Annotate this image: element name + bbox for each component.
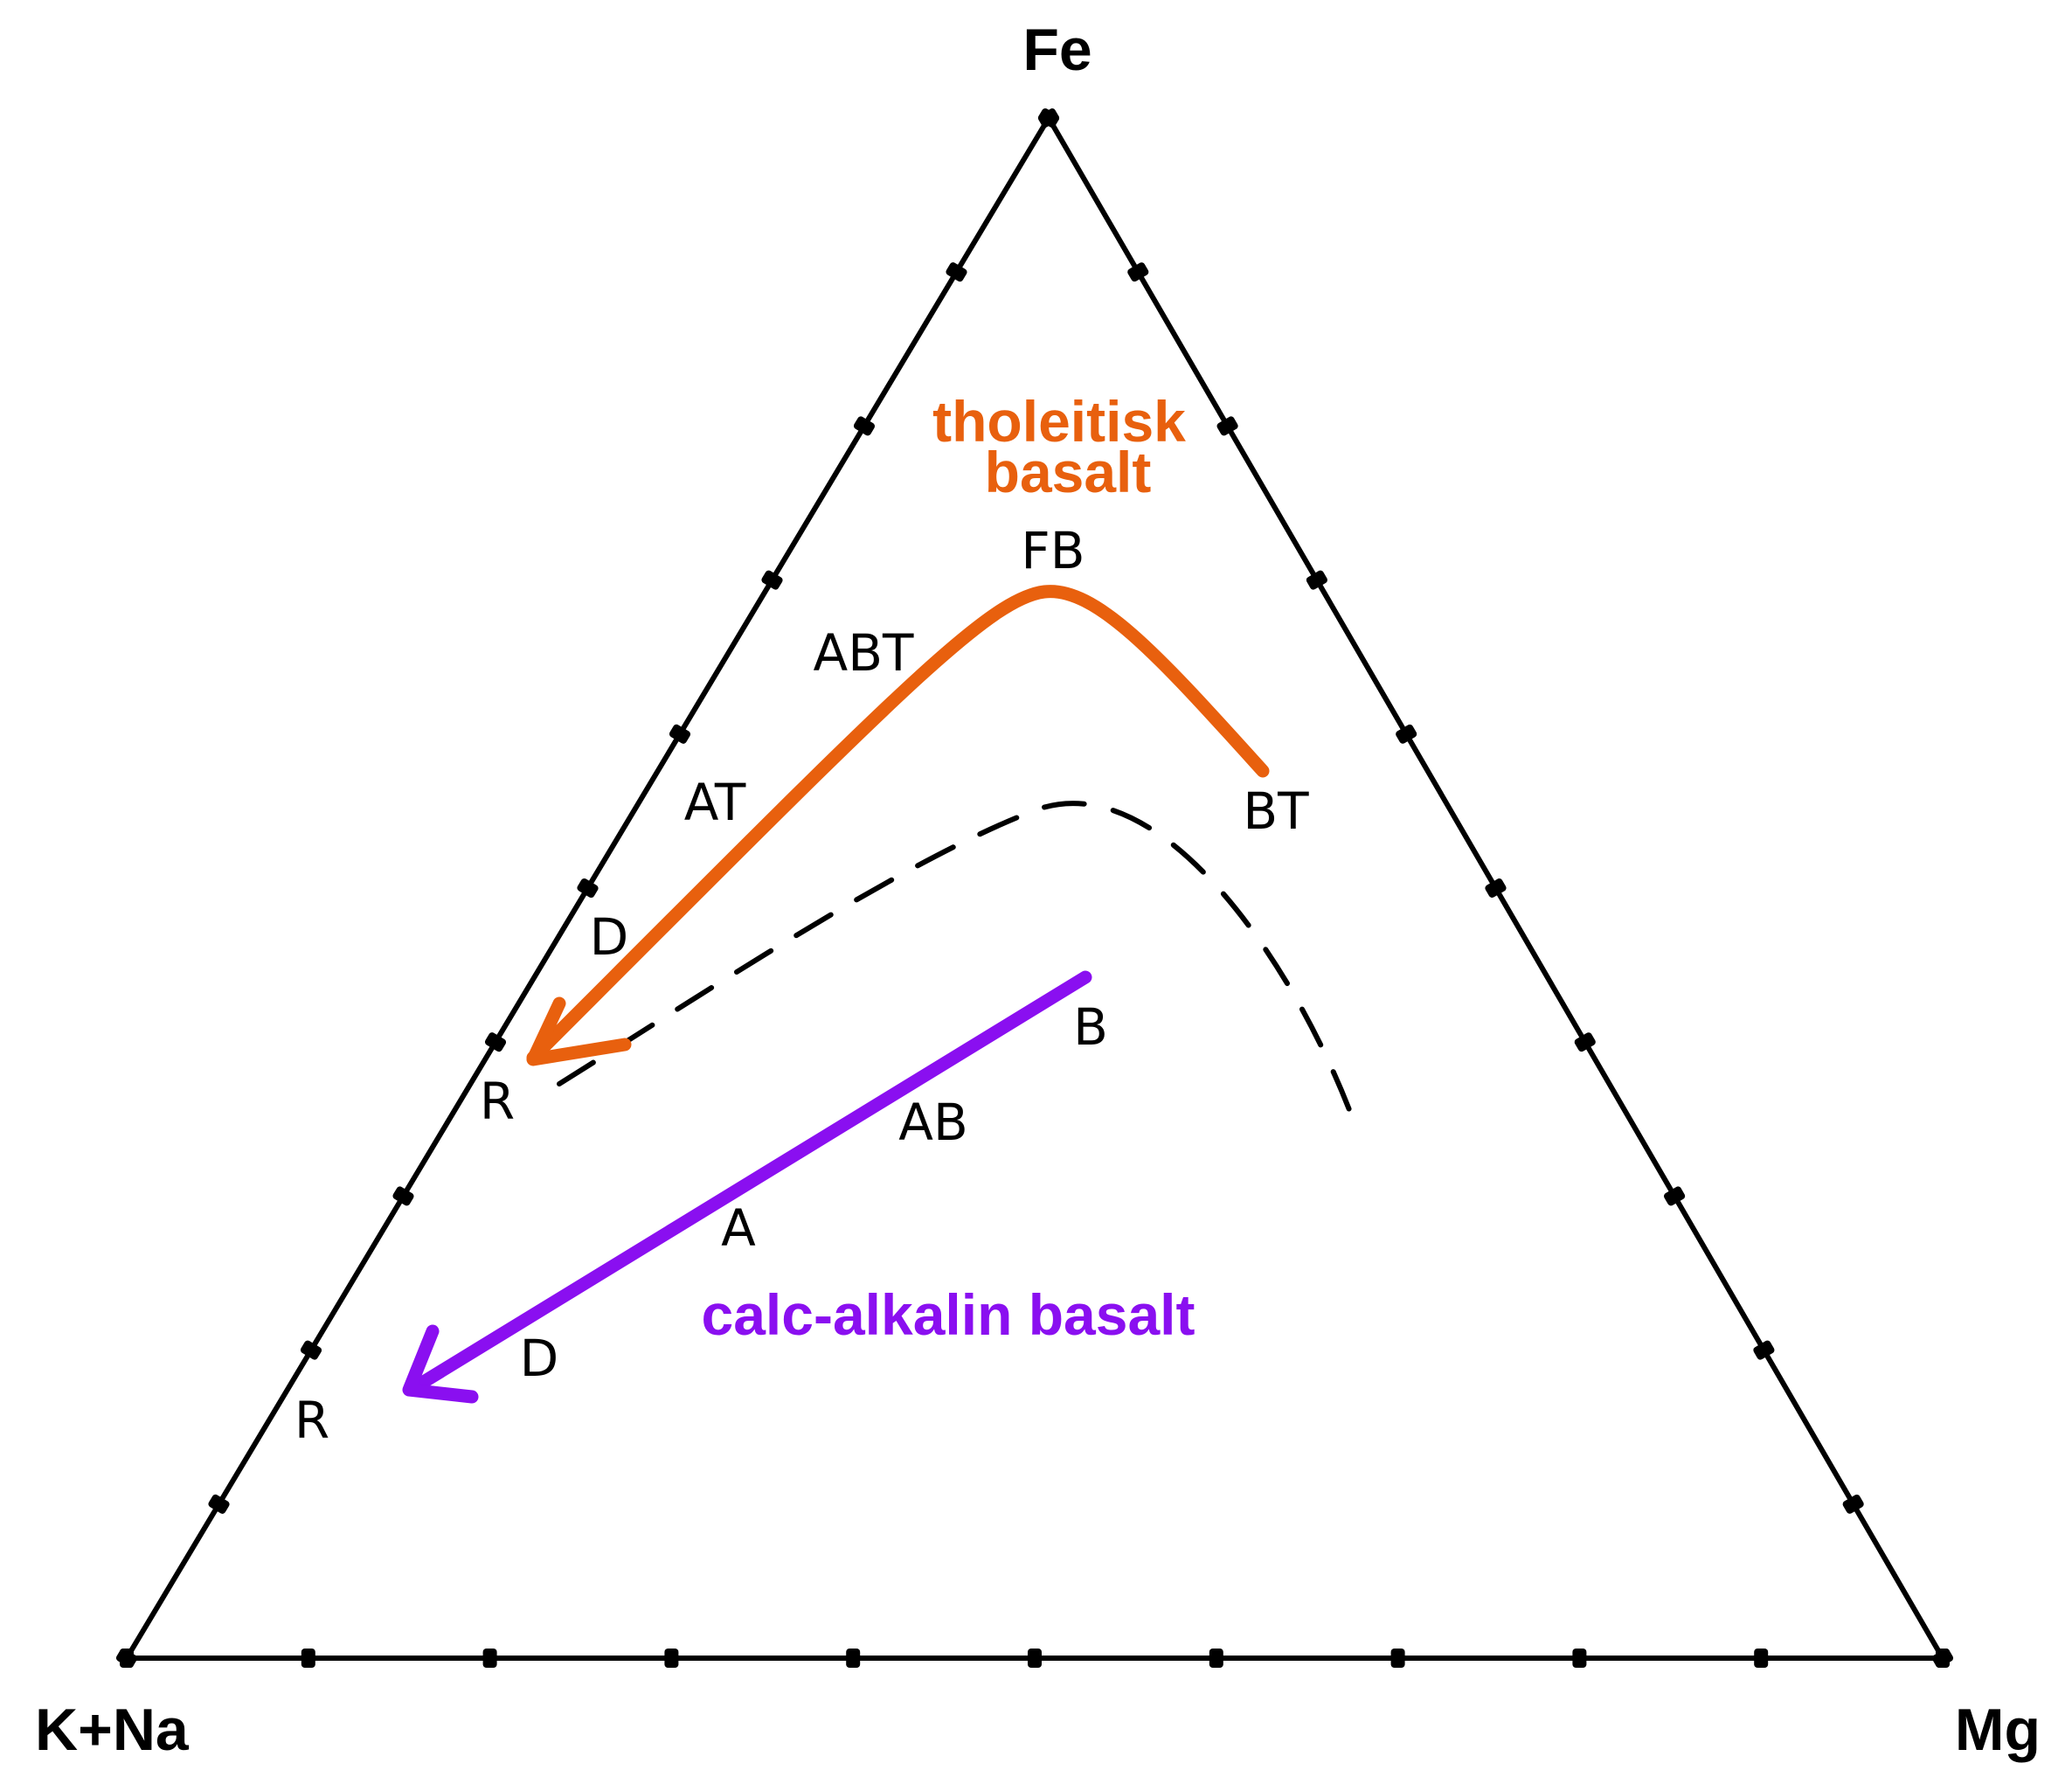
tick-bottom-4 bbox=[846, 1649, 861, 1668]
tick-right-0 bbox=[1037, 108, 1060, 128]
label-abt: ABT bbox=[814, 623, 914, 683]
label-d-calc-alkaline: D bbox=[520, 1329, 559, 1388]
tick-left-6 bbox=[484, 1032, 507, 1052]
calc-alkaline-title: calc-alkalin basalt bbox=[702, 1282, 1195, 1347]
tick-right-3 bbox=[1306, 570, 1327, 590]
tick-bottom-0 bbox=[120, 1649, 134, 1668]
label-r-calc-alkaline: R bbox=[295, 1391, 329, 1450]
label-bt: BT bbox=[1243, 781, 1309, 841]
label-ab: AB bbox=[898, 1093, 967, 1152]
tick-left-3 bbox=[761, 570, 783, 590]
tick-right-5 bbox=[1485, 878, 1507, 898]
tick-right-2 bbox=[1216, 416, 1238, 436]
tick-right-7 bbox=[1664, 1186, 1686, 1206]
label-d-tholeiitic: D bbox=[590, 907, 629, 967]
tick-left-7 bbox=[392, 1186, 414, 1206]
tick-bottom-5 bbox=[1028, 1649, 1042, 1668]
tick-right-6 bbox=[1574, 1032, 1596, 1052]
vertex-label-k-na: K+Na bbox=[35, 1697, 190, 1763]
tick-bottom-2 bbox=[482, 1649, 497, 1668]
calc-alkaline-arrowhead bbox=[402, 1324, 479, 1404]
tick-left-9 bbox=[208, 1494, 230, 1514]
tick-left-5 bbox=[577, 878, 599, 899]
tholeiitic-calc-alkaline-boundary bbox=[557, 801, 1355, 1121]
tick-right-9 bbox=[1842, 1494, 1864, 1514]
tholeiitic-trend-line bbox=[526, 585, 1270, 1065]
tick-right-1 bbox=[1127, 262, 1149, 282]
label-b: B bbox=[1073, 997, 1108, 1057]
tick-left-1 bbox=[946, 262, 967, 282]
vertex-label-mg: Mg bbox=[1955, 1697, 2041, 1763]
tick-right-8 bbox=[1753, 1340, 1775, 1360]
tick-bottom-3 bbox=[664, 1649, 679, 1668]
tick-right-4 bbox=[1396, 724, 1417, 744]
tick-bottom-8 bbox=[1572, 1649, 1587, 1668]
tick-left-8 bbox=[300, 1340, 322, 1360]
tick-left-4 bbox=[669, 724, 691, 744]
label-a: A bbox=[721, 1198, 756, 1258]
tholeiitic-title-line2: basalt bbox=[985, 440, 1152, 504]
tholeiitic-arrowhead bbox=[526, 996, 632, 1066]
tick-bottom-1 bbox=[301, 1649, 315, 1668]
tick-bottom-7 bbox=[1390, 1649, 1405, 1668]
label-fb: FB bbox=[1021, 521, 1085, 580]
vertex-label-fe: Fe bbox=[1022, 17, 1091, 83]
tick-marks bbox=[115, 108, 1954, 1669]
label-r-tholeiitic: R bbox=[480, 1072, 515, 1131]
label-at: AT bbox=[684, 773, 746, 832]
tick-bottom-10 bbox=[1936, 1649, 1950, 1668]
tick-left-2 bbox=[853, 416, 876, 436]
calc-alkaline-trend-line bbox=[404, 970, 1092, 1397]
tick-bottom-6 bbox=[1209, 1649, 1223, 1668]
tick-bottom-9 bbox=[1754, 1649, 1769, 1668]
triangle-frame bbox=[124, 115, 1945, 1661]
tholeiitic-title-line1: tholeitisk bbox=[932, 389, 1186, 454]
